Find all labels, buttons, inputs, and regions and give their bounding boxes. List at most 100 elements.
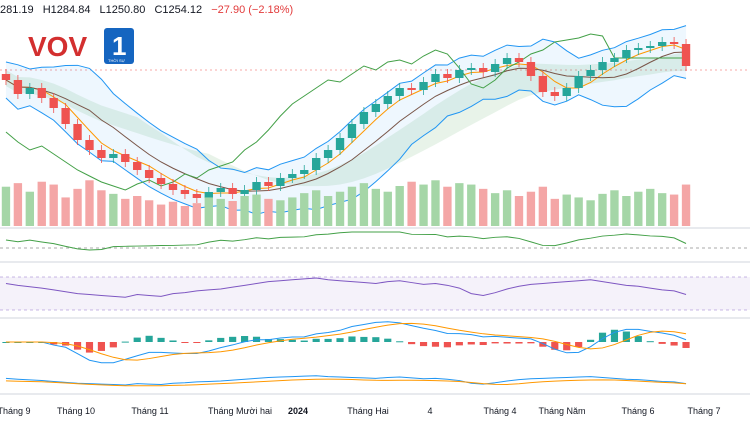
high-value: 1284.84: [50, 4, 91, 16]
volume-bar: [335, 191, 345, 226]
logo-number: 1: [112, 31, 126, 61]
volume-bar: [610, 190, 619, 226]
price-candle: [25, 88, 35, 94]
price-candle: [168, 184, 178, 190]
volume-bar: [216, 198, 225, 226]
price-candle: [192, 194, 202, 198]
macd-histogram-bar: [217, 337, 225, 342]
macd-histogram-bar: [193, 342, 201, 343]
price-candle: [610, 58, 619, 62]
x-axis-label: Tháng 10: [57, 406, 95, 416]
price-candle: [180, 190, 190, 194]
price-candle: [431, 74, 440, 82]
macd-histogram-bar: [479, 342, 487, 346]
price-candle: [586, 70, 595, 76]
macd-histogram-bar: [288, 339, 296, 342]
volume-bar: [323, 196, 333, 226]
volume-bar: [288, 197, 297, 226]
volume-bar: [395, 186, 404, 226]
logo-subtitle: THỜI SỰ: [108, 58, 126, 63]
macd-histogram-bar: [539, 342, 547, 347]
macd-histogram-bar: [634, 336, 642, 342]
price-candle: [288, 174, 297, 178]
price-candle: [538, 76, 548, 92]
price-candle: [646, 46, 655, 48]
volume-bar: [61, 197, 70, 226]
macd-histogram-bar: [336, 338, 344, 342]
price-candle: [467, 68, 476, 70]
price-candle: [657, 42, 667, 46]
macd-histogram-bar: [324, 338, 332, 342]
volume-bar: [240, 196, 249, 226]
volume-bar: [156, 204, 166, 226]
price-candle: [526, 62, 536, 76]
moving-average-fast-line: [5, 44, 687, 195]
open-value: 281.19: [0, 4, 34, 16]
price-candle: [622, 50, 631, 58]
macd-histogram-bar: [97, 342, 105, 351]
price-candle: [598, 62, 607, 70]
price-candle: [121, 154, 130, 162]
price-candle: [550, 92, 559, 96]
ohlc-readout: 281.19 H1284.84 L1250.80 C1254.12 −27.90…: [0, 4, 293, 16]
price-candle: [514, 58, 524, 62]
vov-logo: VOV 1 THỜI SỰ: [28, 28, 134, 64]
x-axis-label: Tháng 4: [483, 406, 516, 416]
macd-histogram-bar: [419, 342, 428, 347]
low-value: 1250.80: [105, 4, 146, 16]
rsi-band: [0, 277, 750, 310]
macd-histogram-bar: [85, 342, 94, 353]
x-axis-label: Tháng Năm: [538, 406, 585, 416]
price-candle: [73, 124, 82, 140]
macd-histogram-bar: [348, 336, 356, 342]
price-candle: [383, 96, 392, 104]
moving-average-slow-line: [5, 51, 687, 192]
price-candle: [395, 88, 404, 96]
volume-bar: [479, 188, 488, 226]
macd-histogram-bar: [360, 336, 368, 342]
volume-bar: [646, 188, 655, 226]
volume-bar: [538, 186, 548, 226]
price-candle: [479, 68, 488, 72]
price-candle: [669, 42, 679, 44]
volume-bar: [204, 197, 213, 226]
macd-histogram-bar: [431, 342, 440, 347]
price-candle: [335, 138, 345, 150]
x-axis-label: Tháng 11: [131, 406, 168, 416]
macd-histogram-bar: [575, 342, 583, 347]
volume-bar: [85, 180, 94, 226]
price-candle: [252, 182, 261, 190]
price-candle: [276, 178, 285, 186]
x-axis-label: 4: [427, 406, 432, 416]
macd-histogram-bar: [610, 329, 619, 342]
macd-histogram-bar: [527, 342, 535, 344]
close-value: 1254.12: [162, 4, 203, 16]
change-value: −27.90 (−2.18%): [211, 4, 294, 16]
volume-bar: [598, 193, 607, 226]
ichimoku-cloud: [5, 52, 687, 187]
price-candle: [490, 64, 500, 72]
volume-bar: [300, 193, 309, 226]
price-candle: [216, 188, 225, 192]
volume-bar: [407, 181, 416, 226]
volume-bar: [121, 198, 130, 226]
price-candle: [419, 82, 428, 90]
volume-bar: [97, 190, 106, 226]
volume-bar: [371, 188, 381, 226]
macd-histogram-bar: [467, 342, 475, 345]
price-candle: [300, 170, 309, 174]
macd-histogram-bar: [515, 342, 523, 344]
volume-bar: [133, 196, 142, 226]
volume-bar: [455, 183, 464, 226]
macd-histogram-bar: [372, 337, 380, 342]
macd-histogram-bar: [312, 338, 320, 342]
macd-histogram-bar: [563, 342, 571, 351]
lagging-span-line: [5, 33, 687, 191]
macd-histogram-bar: [670, 342, 678, 346]
volume-bar: [526, 191, 536, 226]
macd-histogram-bar: [121, 341, 129, 343]
macd-histogram-bar: [169, 340, 177, 342]
volume-bar: [490, 193, 500, 226]
price-candle: [455, 70, 464, 78]
